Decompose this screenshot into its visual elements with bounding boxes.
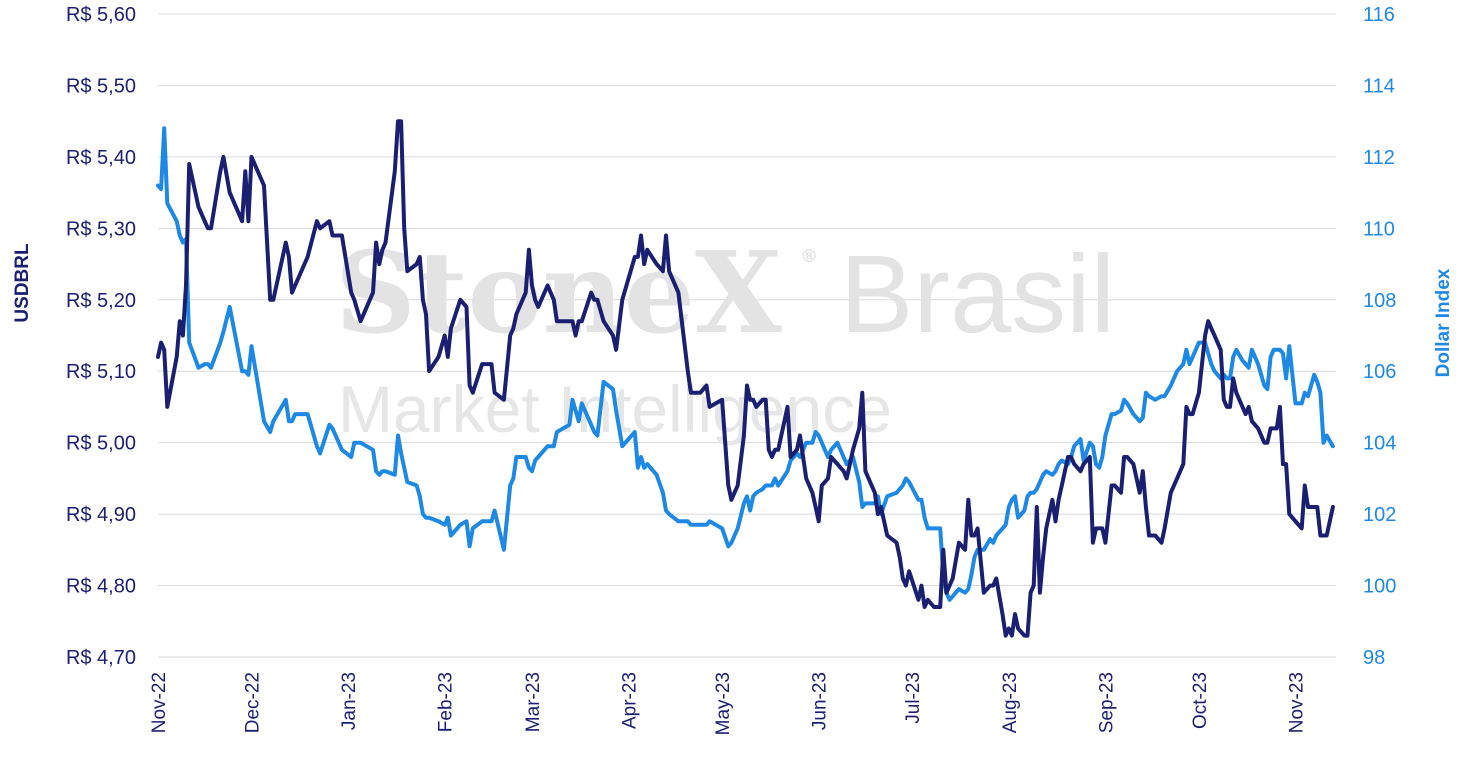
right-tick-label: 110 [1363,218,1395,240]
series-lines [156,119,1335,638]
left-tick-label: R$ 5,50 [66,75,136,97]
left-axis-title: USDBRL [12,243,33,323]
right-tick-label: 102 [1363,504,1396,526]
left-tick-label: R$ 5,30 [66,218,136,240]
right-axis-ticks: 98 100 102 104 106 108 110 112 114 116 [1363,4,1396,669]
watermark-brand: StoneX [335,228,782,359]
right-tick-label: 114 [1363,75,1395,97]
left-tick-label: R$ 5,10 [66,361,136,383]
right-tick-label: 116 [1363,4,1395,26]
watermark-registered: ® [800,246,818,267]
left-tick-label: R$ 4,90 [66,504,136,526]
left-tick-label: R$ 5,60 [66,4,136,26]
left-axis-ticks: R$ 4,70 R$ 4,80 R$ 4,90 R$ 5,00 R$ 5,10 R$ 5,… [66,4,136,669]
x-tick-label: Jul-23 [903,672,924,724]
right-tick-label: 106 [1363,361,1396,383]
right-tick-label: 104 [1363,433,1396,455]
x-tick-label: Sep-23 [1096,672,1117,733]
x-tick-label: Jun-23 [810,672,831,730]
usdbrl-series-line [156,119,1335,638]
left-tick-label: R$ 5,40 [66,147,136,169]
left-tick-label: R$ 5,00 [66,433,136,455]
x-tick-label: Feb-23 [436,672,457,732]
right-tick-label: 108 [1363,290,1396,312]
x-tick-label: Nov-22 [149,672,170,733]
left-tick-label: R$ 4,80 [66,576,136,598]
right-tick-label: 100 [1363,576,1396,598]
watermark: StoneX ® Brasil Market Intelligence [335,228,1115,446]
x-tick-label: Aug-23 [1000,672,1021,733]
dollar-index-series-line [156,126,1335,602]
x-tick-label: Nov-23 [1286,672,1307,733]
x-axis-ticks: Nov-22 Dec-22 Jan-23 Feb-23 Mar-23 Apr-23 May-… [149,672,1307,735]
x-tick-label: Jan-23 [339,672,360,730]
watermark-region: Brasil [840,233,1115,356]
right-tick-label: 112 [1363,147,1395,169]
x-tick-label: Oct-23 [1190,672,1211,729]
left-tick-label: R$ 4,70 [66,647,136,669]
right-tick-label: 98 [1363,647,1385,669]
x-tick-label: Apr-23 [620,672,641,729]
x-tick-label: Dec-22 [242,672,263,733]
x-tick-label: Mar-23 [523,672,544,732]
left-tick-label: R$ 5,20 [66,290,136,312]
x-tick-label: May-23 [713,672,734,735]
right-axis-title: Dollar Index [1433,268,1454,377]
